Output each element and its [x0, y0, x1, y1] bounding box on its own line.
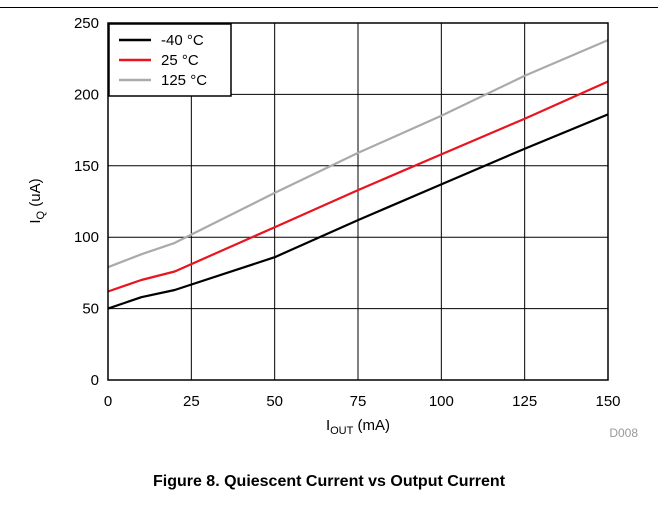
- series-line-1: [107, 80, 609, 293]
- x-tick-label: 125: [512, 393, 537, 410]
- y-axis-label-sub: Q: [35, 210, 47, 219]
- y-axis-label-main: I: [27, 219, 44, 223]
- legend-label-1: 25 °C: [161, 52, 199, 69]
- series-line-0: [107, 113, 609, 310]
- x-axis-label: IOUT (mA): [326, 417, 390, 437]
- y-tick-label: 250: [74, 15, 99, 32]
- legend-label-2: 125 °C: [161, 72, 207, 89]
- x-tick-labels: 0 25 50 75 100 125 150: [104, 393, 621, 410]
- figure-caption: Figure 8. Quiescent Current vs Output Cu…: [152, 473, 506, 490]
- x-tick-label: 75: [350, 393, 367, 410]
- y-tick-label: 50: [82, 301, 99, 318]
- y-axis-label-unit: (uA): [27, 178, 44, 211]
- x-axis-label-unit: (mA): [353, 417, 390, 434]
- y-tick-label: 150: [74, 158, 99, 175]
- x-axis-label-sub: OUT: [330, 425, 354, 437]
- x-tick-label: 150: [595, 393, 620, 410]
- legend-label-0: -40 °C: [161, 32, 204, 49]
- x-tick-label: 50: [266, 393, 283, 410]
- x-tick-label: 0: [104, 393, 112, 410]
- x-tick-label: 25: [183, 393, 200, 410]
- top-rule: [0, 7, 658, 8]
- figure-code-label: D008: [609, 426, 638, 440]
- y-tick-label: 100: [74, 229, 99, 246]
- series-lines: [107, 39, 609, 310]
- y-tick-labels: 0 50 100 150 200 250: [74, 15, 99, 389]
- y-axis-label: IQ (uA): [27, 178, 47, 223]
- x-tick-label: 100: [429, 393, 454, 410]
- legend: -40 °C 25 °C 125 °C: [108, 23, 232, 97]
- series-line-2: [107, 39, 609, 269]
- y-tick-label: 0: [91, 372, 99, 389]
- plot-frame: [107, 22, 609, 381]
- legend-box: [108, 23, 232, 97]
- y-tick-label: 200: [74, 86, 99, 103]
- x-axis-label-main: I: [326, 417, 330, 434]
